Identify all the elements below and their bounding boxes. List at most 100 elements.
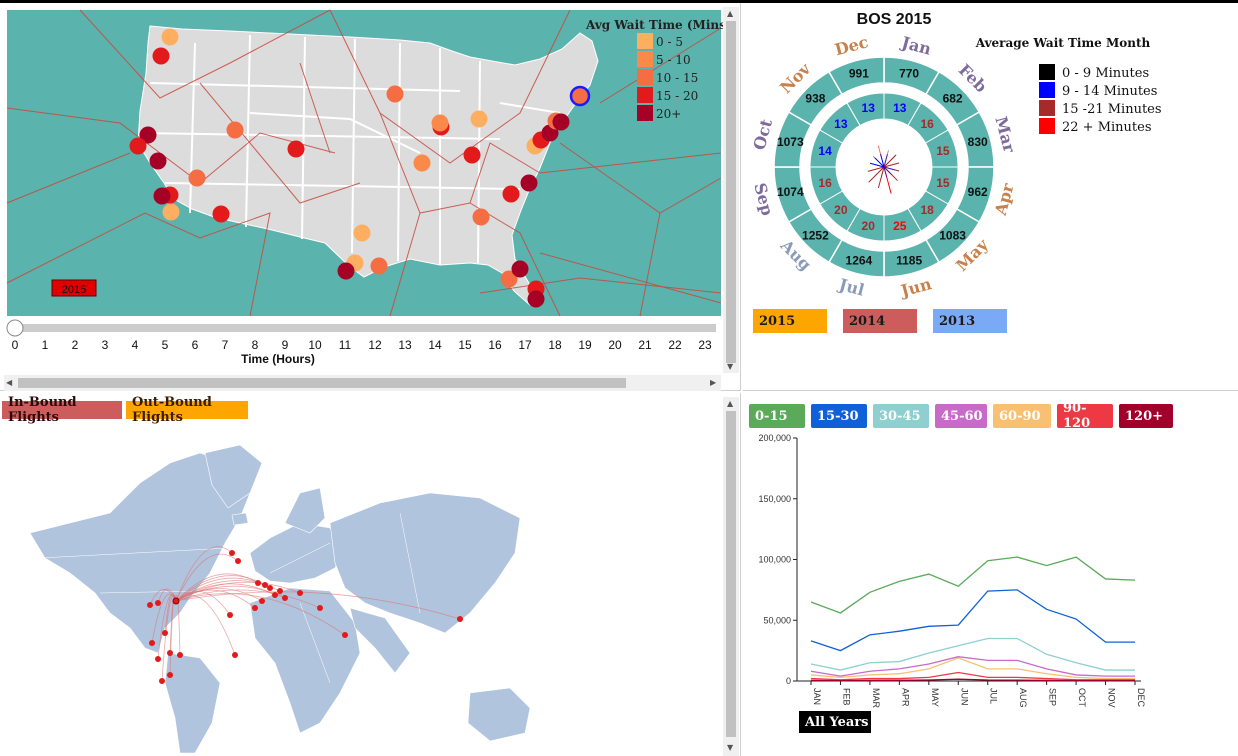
airport-dot[interactable] [149,152,167,170]
scroll-up-icon[interactable]: ▲ [727,9,734,18]
inbound-flights-button[interactable]: In-Bound Flights [2,395,122,425]
airport-dot[interactable] [353,224,371,242]
airport-dot[interactable] [552,113,570,131]
airport-dot[interactable] [431,114,449,132]
world-airport-dot[interactable] [155,656,161,662]
line-chart-svg: 0 50,000 100,000 150,000 200,000 JAN FEB MAR APR… [758,433,1146,709]
world-vscroll-thumb[interactable] [726,411,736,737]
airport-dot[interactable] [337,262,355,280]
month-count-label: 830 [968,135,988,149]
scroll-right-icon[interactable]: ▶ [710,378,717,387]
filter-button-0-15[interactable]: 0-15 [749,404,805,428]
year-button-2014[interactable]: 2014 [843,309,917,333]
airport-dot[interactable] [520,174,538,192]
airport-dot[interactable] [511,260,529,278]
world-panel-vscroll[interactable]: ▲ ▼ [723,397,739,756]
us-panel-hscroll[interactable]: ◀ ▶ [4,375,721,391]
airport-dot[interactable] [370,257,388,275]
world-airport-dot[interactable] [167,672,173,678]
us-panel-vscroll[interactable]: ▲ ▼ [723,7,739,373]
world-airport-dot[interactable] [282,595,288,601]
world-airport-dot[interactable] [162,630,168,636]
world-landmass [29,444,531,753]
airport-dot[interactable] [500,270,518,288]
year-button-2013[interactable]: 2013 [933,309,1007,333]
series-line-15-30[interactable] [810,589,1135,652]
world-airport-dot[interactable] [259,598,265,604]
world-airport-dot[interactable] [155,600,161,606]
world-airport-dot[interactable] [147,602,153,608]
filter-button-30-45[interactable]: 30-45 [873,404,929,428]
world-airport-dot[interactable] [317,605,323,611]
world-airport-dot[interactable] [272,592,278,598]
slider-tick-label: 22 [668,338,682,352]
series-line-60-90[interactable] [810,657,1135,680]
outbound-flights-button[interactable]: Out-Bound Flights [126,395,248,425]
series-line-30-45[interactable] [810,637,1135,671]
scroll-down-icon[interactable]: ▼ [727,362,734,371]
world-airport-dot[interactable] [149,640,155,646]
world-airport-dot[interactable] [262,582,268,588]
world-airport-dot[interactable] [232,652,238,658]
month-count-label: 770 [899,66,919,80]
airport-dot[interactable] [470,110,488,128]
airport-dot[interactable] [152,47,170,65]
world-airport-dot[interactable] [235,558,241,564]
filter-button-15-30[interactable]: 15-30 [811,404,867,428]
year-button-2015[interactable]: 2015 [753,309,827,333]
world-airport-dot[interactable] [267,585,273,591]
world-airport-dot[interactable] [167,650,173,656]
scroll-left-icon[interactable]: ◀ [6,378,13,387]
month-wait-segment[interactable] [846,92,885,127]
airport-dot[interactable] [527,290,545,308]
airport-dot[interactable] [502,185,520,203]
airport-dot[interactable] [472,208,490,226]
world-airport-dot[interactable] [255,580,261,586]
airport-dot[interactable] [287,140,305,158]
filter-button-60-90[interactable]: 60-90 [993,404,1051,428]
wait-spoke [874,157,885,168]
airport-dot[interactable] [386,85,404,103]
world-airport-dot[interactable] [342,632,348,638]
us-legend-swatch [637,87,653,103]
all-years-button[interactable]: All Years [799,711,871,733]
selected-airport-ring[interactable] [569,85,591,107]
airport-dot[interactable] [463,146,481,164]
world-scroll-up-icon[interactable]: ▲ [727,399,734,408]
world-airport-dot[interactable] [227,612,233,618]
world-airport-dot[interactable] [457,616,463,622]
world-scroll-down-icon[interactable]: ▼ [727,743,734,752]
airport-dot[interactable] [162,203,180,221]
airport-dot[interactable] [571,87,589,105]
world-airport-dot[interactable] [252,605,258,611]
month-count-segment[interactable] [827,56,885,96]
filter-button-90-120[interactable]: 90-120 [1057,401,1113,431]
filter-button-45-60[interactable]: 45-60 [935,404,987,428]
world-airport-dot[interactable] [229,550,235,556]
us-vscroll-thumb[interactable] [726,21,736,363]
world-airport-dot[interactable] [297,590,303,596]
airport-dot[interactable] [226,121,244,139]
series-line-90-120[interactable] [810,671,1135,681]
airport-dot[interactable] [413,154,431,172]
airport-dot[interactable] [188,169,206,187]
airport-dot[interactable] [139,126,157,144]
radial-legend-swatch [1039,82,1055,98]
us-legend: 0 - 5 5 - 10 10 - 15 15 - 20 20+ [637,33,698,121]
us-hscroll-thumb[interactable] [18,378,626,388]
airport-dot[interactable] [129,137,147,155]
wait-time-line-panel: 0-15 15-30 30-45 45-60 60-90 90-120 120+ 0 50,0… [743,393,1238,756]
world-airport-dot[interactable] [277,588,283,594]
month-count-label: 1073 [777,135,804,149]
world-airport-dot[interactable] [177,652,183,658]
series-line-45-60[interactable] [810,656,1135,677]
airport-dot[interactable] [153,187,171,205]
airport-dot[interactable] [161,28,179,46]
world-airport-dot[interactable] [159,678,165,684]
hub-airport-dot[interactable] [172,597,180,605]
filter-button-120+[interactable]: 120+ [1119,404,1173,428]
hour-slider-handle[interactable] [6,319,24,337]
airport-dot[interactable] [212,205,230,223]
series-line-120+[interactable] [810,678,1135,682]
series-line-0-15[interactable] [810,556,1136,614]
